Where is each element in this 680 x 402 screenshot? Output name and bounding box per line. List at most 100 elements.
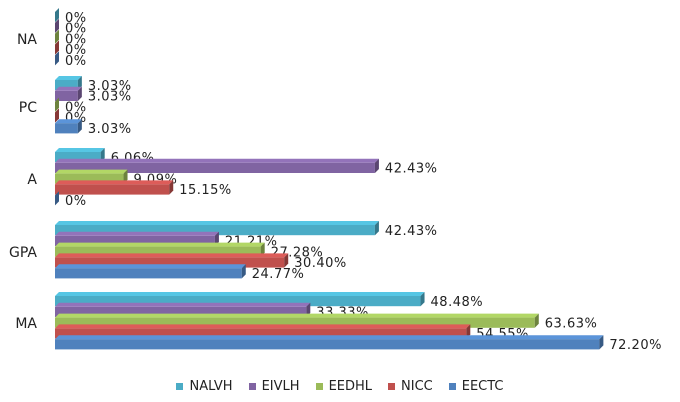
bar-side-face	[77, 119, 82, 134]
bar-top-face	[55, 313, 539, 318]
bar-side-face	[260, 242, 265, 257]
bar-side-face	[55, 29, 59, 44]
bar-front-face	[55, 225, 375, 236]
bar-top-face	[55, 231, 219, 236]
bar-eectc-a	[55, 191, 59, 206]
legend-item-nicc: NICC	[388, 379, 433, 394]
legend-label: EEDHL	[328, 378, 373, 394]
data-label: 3.03%	[88, 90, 132, 105]
bar-nalvh-a	[55, 148, 105, 163]
bar-top-face	[55, 221, 379, 225]
bar-side-face	[599, 335, 604, 350]
bar-side-face	[169, 180, 174, 195]
bar-side-face	[55, 8, 59, 23]
bar-front-face	[55, 257, 285, 268]
bar-side-face	[420, 292, 425, 307]
bar-eedhl-a	[55, 169, 128, 184]
bar-side-face	[55, 51, 59, 66]
data-label: 0%	[65, 11, 87, 26]
bar-top-face	[55, 86, 82, 91]
bar-front-face	[55, 306, 307, 317]
bar-eedhl-na	[55, 29, 59, 44]
legend-swatch	[388, 382, 396, 390]
bar-eedhl-pc	[55, 97, 59, 112]
bar-nicc-gpa	[55, 253, 289, 268]
bar-eectc-ma	[55, 335, 604, 350]
bar-side-face	[55, 108, 59, 123]
bar-side-face	[77, 76, 82, 91]
legend-item-eivlh: EIVLH	[248, 379, 300, 394]
legend-item-nalvh: NALVH	[176, 378, 233, 394]
bar-side-face	[374, 158, 379, 173]
bar-eivlh-gpa	[55, 231, 219, 246]
bar-front-face	[55, 317, 535, 328]
bar-nicc-na	[55, 40, 59, 55]
bar-top-face	[55, 158, 379, 163]
legend-label: EECTC	[461, 378, 504, 394]
bar-side-face	[55, 97, 59, 112]
bar-nicc-a	[55, 180, 174, 195]
bar-nalvh-ma	[55, 292, 425, 307]
bar-top-face	[55, 148, 105, 152]
bar-top-face	[55, 242, 265, 247]
bar-front-face	[55, 296, 421, 307]
bar-front-face	[55, 184, 170, 195]
bar-eedhl-ma	[55, 313, 539, 328]
bar-side-face	[55, 40, 59, 55]
bar-front-face	[55, 80, 78, 91]
bar-side-face	[214, 231, 219, 246]
data-label: 15.15%	[179, 183, 232, 198]
bar-front-face	[55, 339, 600, 350]
data-label: 72.20%	[609, 338, 662, 353]
bar-top-face	[55, 180, 174, 185]
data-label: 0%	[65, 43, 87, 58]
bar-side-face	[306, 302, 311, 317]
bar-side-face	[123, 169, 128, 184]
bar-front-face	[55, 162, 375, 173]
bar-nicc-ma	[55, 324, 471, 339]
bar-nalvh-pc	[55, 76, 82, 91]
bar-eedhl-gpa	[55, 242, 265, 257]
data-label: 0%	[65, 22, 87, 37]
bar-top-face	[55, 302, 311, 307]
bar-top-face	[55, 119, 82, 124]
data-label: 30.40%	[294, 256, 347, 271]
legend-item-eedhl: EEDHL	[315, 378, 373, 394]
bar-top-face	[55, 169, 128, 174]
data-label: 63.63%	[545, 316, 598, 331]
bar-side-face	[374, 221, 379, 236]
bar-nalvh-gpa	[55, 221, 379, 236]
legend-swatch	[448, 382, 456, 390]
bar-side-face	[241, 264, 246, 279]
legend-swatch	[176, 382, 184, 390]
bar-top-face	[55, 292, 425, 296]
bar-side-face	[534, 313, 539, 328]
bar-eectc-na	[55, 51, 59, 66]
bar-side-face	[55, 191, 59, 206]
bar-eectc-pc	[55, 119, 82, 134]
data-label: 0%	[65, 32, 87, 47]
data-label: 0%	[65, 100, 87, 115]
bar-side-face	[100, 148, 105, 163]
category-label: PC	[19, 100, 37, 116]
bar-top-face	[55, 76, 82, 80]
legend-item-eectc: EECTC	[448, 378, 504, 394]
bar-front-face	[55, 123, 78, 134]
category-label: MA	[15, 316, 37, 332]
bar-front-face	[55, 90, 78, 101]
bar-chart: NA0%0%0%0%0%PC3.03%3.03%0%0%3.03%A6.06%4…	[9, 8, 662, 353]
bar-top-face	[55, 253, 289, 258]
bar-front-face	[55, 235, 215, 246]
data-label: 42.43%	[385, 162, 438, 177]
bar-front-face	[55, 268, 242, 279]
bar-eivlh-pc	[55, 86, 82, 101]
bar-top-face	[55, 324, 471, 329]
bar-eivlh-ma	[55, 302, 311, 317]
bar-eivlh-a	[55, 158, 379, 173]
bar-nalvh-na	[55, 8, 59, 23]
bar-side-face	[466, 324, 471, 339]
bar-top-face	[55, 264, 246, 269]
bar-eectc-gpa	[55, 264, 246, 279]
bar-side-face	[284, 253, 289, 268]
legend-label: NALVH	[189, 378, 233, 394]
